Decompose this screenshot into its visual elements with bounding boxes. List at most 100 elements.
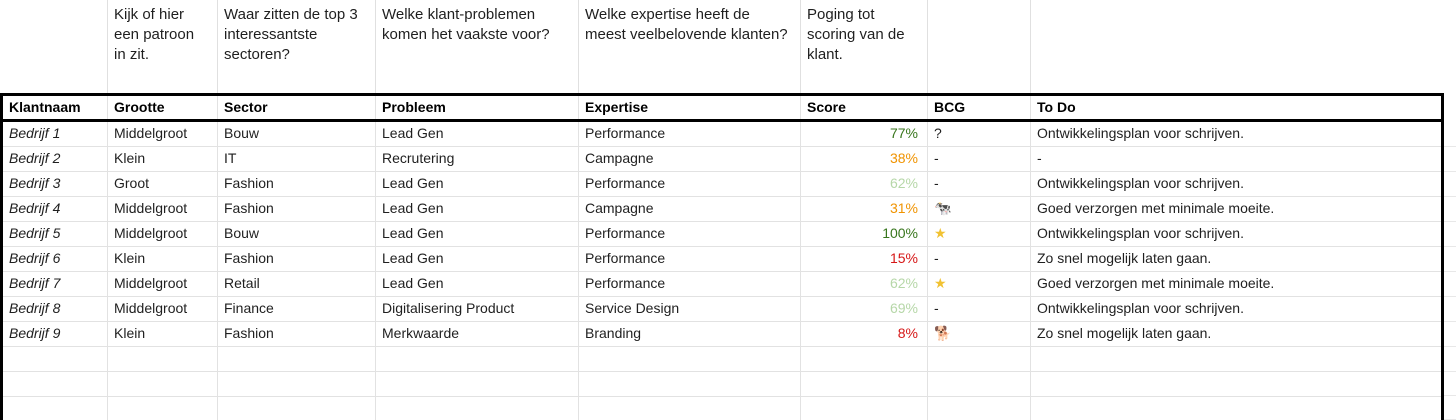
dog-icon[interactable]: 🐕 bbox=[927, 322, 1030, 346]
cell-score[interactable]: 8% bbox=[800, 322, 927, 346]
cell-grootte[interactable]: Klein bbox=[107, 247, 217, 271]
annotation-sector[interactable]: Waar zitten de top 3 interessantste sect… bbox=[217, 0, 375, 93]
cell-klantnaam[interactable]: Bedrijf 9 bbox=[9, 325, 61, 341]
empty-cell[interactable] bbox=[927, 347, 1030, 371]
cell-todo[interactable]: Goed verzorgen met minimale moeite. bbox=[1030, 272, 1441, 296]
empty-cell[interactable] bbox=[578, 372, 800, 396]
cell-klantnaam[interactable]: Bedrijf 2 bbox=[9, 150, 61, 166]
cell-klantnaam[interactable]: Bedrijf 8 bbox=[9, 300, 61, 316]
empty-cell[interactable] bbox=[1030, 372, 1441, 396]
empty-cell[interactable] bbox=[375, 347, 578, 371]
cell-todo[interactable]: Zo snel mogelijk laten gaan. bbox=[1030, 322, 1441, 346]
cell-klantnaam[interactable]: Bedrijf 4 bbox=[9, 200, 61, 216]
cell-grootte[interactable]: Klein bbox=[107, 147, 217, 171]
cell-sector[interactable]: Fashion bbox=[217, 172, 375, 196]
cell-todo[interactable]: Zo snel mogelijk laten gaan. bbox=[1030, 247, 1441, 271]
cell-sector[interactable]: Finance bbox=[217, 297, 375, 321]
star-icon[interactable]: ★ bbox=[927, 222, 1030, 246]
cell-grootte[interactable]: Middelgroot bbox=[107, 297, 217, 321]
empty-cell[interactable] bbox=[107, 372, 217, 396]
cow-icon[interactable]: 🐄 bbox=[927, 197, 1030, 221]
dash[interactable]: - bbox=[927, 147, 1030, 171]
empty-cell[interactable] bbox=[375, 372, 578, 396]
empty-cell[interactable] bbox=[927, 372, 1030, 396]
cell-probleem[interactable]: Lead Gen bbox=[375, 172, 578, 196]
cell-klantnaam[interactable]: Bedrijf 1 bbox=[9, 125, 61, 141]
cell-probleem[interactable]: Lead Gen bbox=[375, 272, 578, 296]
cell-klantnaam[interactable]: Bedrijf 5 bbox=[9, 225, 61, 241]
question-mark[interactable]: ? bbox=[927, 122, 1030, 146]
cell-expertise[interactable]: Campagne bbox=[578, 197, 800, 221]
cell-grootte[interactable]: Middelgroot bbox=[107, 197, 217, 221]
cell-todo[interactable]: Ontwikkelingsplan voor schrijven. bbox=[1030, 172, 1441, 196]
cell-sector[interactable]: IT bbox=[217, 147, 375, 171]
star-icon[interactable]: ★ bbox=[927, 272, 1030, 296]
cell-grootte[interactable]: Middelgroot bbox=[107, 122, 217, 146]
empty-cell[interactable] bbox=[800, 397, 927, 420]
dash[interactable]: - bbox=[927, 247, 1030, 271]
cell-expertise[interactable]: Performance bbox=[578, 247, 800, 271]
cell-probleem[interactable]: Merkwaarde bbox=[375, 322, 578, 346]
cell-score[interactable]: 62% bbox=[800, 272, 927, 296]
header-grootte[interactable]: Grootte bbox=[107, 96, 217, 119]
cell-grootte[interactable]: Groot bbox=[107, 172, 217, 196]
cell-probleem[interactable]: Lead Gen bbox=[375, 247, 578, 271]
cell-expertise[interactable]: Branding bbox=[578, 322, 800, 346]
dash[interactable]: - bbox=[927, 172, 1030, 196]
cell-klantnaam[interactable]: Bedrijf 7 bbox=[9, 275, 61, 291]
annotation-score[interactable]: Poging tot scoring van de klant. bbox=[800, 0, 927, 93]
cell-todo[interactable]: Ontwikkelingsplan voor schrijven. bbox=[1030, 222, 1441, 246]
cell-probleem[interactable]: Digitalisering Product bbox=[375, 297, 578, 321]
empty-cell[interactable] bbox=[578, 397, 800, 420]
cell-todo[interactable]: Ontwikkelingsplan voor schrijven. bbox=[1030, 122, 1441, 146]
cell-probleem[interactable]: Lead Gen bbox=[375, 197, 578, 221]
annotation-grootte[interactable]: Kijk of hier een patroon in zit. bbox=[107, 0, 217, 93]
header-bcg[interactable]: BCG bbox=[927, 96, 1030, 119]
header-probleem[interactable]: Probleem bbox=[375, 96, 578, 119]
empty-cell[interactable] bbox=[578, 347, 800, 371]
annotation-cell-empty[interactable] bbox=[1030, 0, 1456, 93]
empty-cell[interactable] bbox=[927, 397, 1030, 420]
annotation-expertise[interactable]: Welke expertise heeft de meest veelbelov… bbox=[578, 0, 800, 93]
cell-expertise[interactable]: Performance bbox=[578, 222, 800, 246]
header-sector[interactable]: Sector bbox=[217, 96, 375, 119]
cell-todo[interactable]: Ontwikkelingsplan voor schrijven. bbox=[1030, 297, 1441, 321]
empty-cell[interactable] bbox=[3, 397, 107, 420]
cell-score[interactable]: 31% bbox=[800, 197, 927, 221]
cell-sector[interactable]: Bouw bbox=[217, 222, 375, 246]
empty-cell[interactable] bbox=[1030, 397, 1441, 420]
header-score[interactable]: Score bbox=[800, 96, 927, 119]
cell-expertise[interactable]: Performance bbox=[578, 172, 800, 196]
cell-grootte[interactable]: Middelgroot bbox=[107, 222, 217, 246]
header-expertise[interactable]: Expertise bbox=[578, 96, 800, 119]
empty-cell[interactable] bbox=[375, 397, 578, 420]
empty-cell[interactable] bbox=[3, 347, 107, 371]
cell-expertise[interactable]: Performance bbox=[578, 122, 800, 146]
empty-cell[interactable] bbox=[800, 347, 927, 371]
cell-grootte[interactable]: Middelgroot bbox=[107, 272, 217, 296]
empty-cell[interactable] bbox=[1030, 347, 1441, 371]
cell-score[interactable]: 100% bbox=[800, 222, 927, 246]
cell-todo[interactable]: - bbox=[1030, 147, 1441, 171]
cell-klantnaam[interactable]: Bedrijf 6 bbox=[9, 250, 61, 266]
cell-sector[interactable]: Fashion bbox=[217, 322, 375, 346]
cell-probleem[interactable]: Lead Gen bbox=[375, 222, 578, 246]
annotation-cell-empty[interactable] bbox=[0, 0, 107, 93]
empty-cell[interactable] bbox=[217, 372, 375, 396]
header-todo[interactable]: To Do bbox=[1030, 96, 1441, 119]
cell-score[interactable]: 15% bbox=[800, 247, 927, 271]
cell-probleem[interactable]: Recrutering bbox=[375, 147, 578, 171]
dash[interactable]: - bbox=[927, 297, 1030, 321]
header-klantnaam[interactable]: Klantnaam bbox=[9, 99, 81, 115]
cell-sector[interactable]: Bouw bbox=[217, 122, 375, 146]
annotation-cell-empty[interactable] bbox=[927, 0, 1030, 93]
cell-sector[interactable]: Retail bbox=[217, 272, 375, 296]
cell-todo[interactable]: Goed verzorgen met minimale moeite. bbox=[1030, 197, 1441, 221]
annotation-probleem[interactable]: Welke klant-problemen komen het vaakste … bbox=[375, 0, 578, 93]
cell-expertise[interactable]: Service Design bbox=[578, 297, 800, 321]
cell-probleem[interactable]: Lead Gen bbox=[375, 122, 578, 146]
empty-cell[interactable] bbox=[217, 397, 375, 420]
cell-score[interactable]: 69% bbox=[800, 297, 927, 321]
cell-score[interactable]: 77% bbox=[800, 122, 927, 146]
cell-grootte[interactable]: Klein bbox=[107, 322, 217, 346]
